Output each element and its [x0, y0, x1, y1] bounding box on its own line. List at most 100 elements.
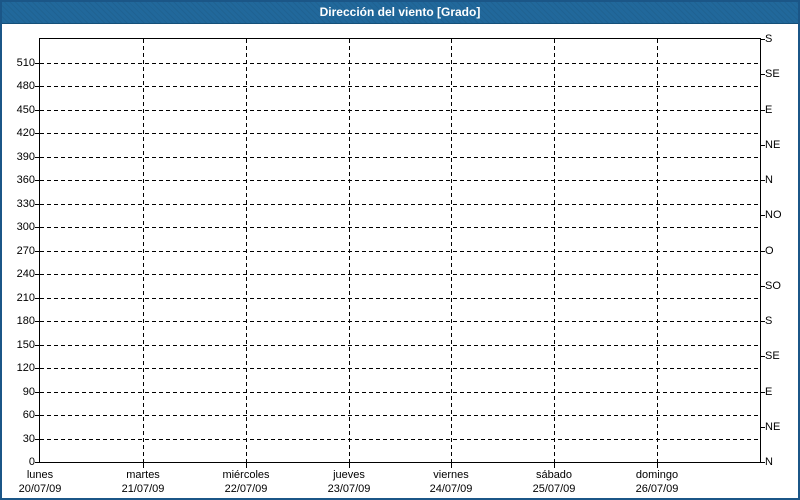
y-axis-tick-left [35, 109, 40, 111]
y-axis-tick-right [760, 462, 765, 463]
y-axis-label-left: 330 [16, 197, 35, 210]
h-gridline [40, 297, 760, 299]
y-axis-label-right: E [765, 103, 773, 116]
y-axis-label-left: 180 [16, 315, 35, 327]
x-axis-day-date: 24/07/09 [429, 483, 473, 495]
y-axis-tick-left [35, 297, 40, 299]
y-axis-label-right: NE [765, 420, 781, 433]
y-axis-tick-left [35, 391, 40, 393]
plot-area: 0 30 60 90 120 150 180 210 240 270 300 330 360 390 420… [17, 33, 782, 495]
x-axis-tick [657, 463, 658, 468]
y-axis-tick-left [35, 86, 40, 87]
x-axis-day-name: miércoles [222, 469, 270, 481]
y-axis-label-right: O [765, 244, 774, 257]
y-axis-tick-left [35, 227, 40, 228]
y-axis-tick-right [760, 215, 765, 217]
x-axis-day-label: viernes 24/07/09 [396, 468, 506, 496]
x-axis-day-name: viernes [433, 469, 469, 481]
y-axis-label-left: 390 [16, 150, 35, 163]
y-axis-label-left: 300 [16, 221, 35, 233]
h-gridline [40, 344, 760, 346]
h-gridline [40, 274, 760, 275]
h-gridline [40, 203, 760, 205]
v-gridline [657, 39, 658, 462]
y-axis-label-right: S [765, 315, 773, 327]
chart-title: Dirección del viento [Grado] [319, 5, 481, 19]
y-axis-tick-left [35, 462, 40, 463]
x-axis-day-label: lunes 20/07/09 [2, 468, 95, 496]
h-gridline [40, 109, 760, 111]
y-axis-tick-left [35, 415, 40, 416]
x-axis-day-name: lunes [26, 469, 54, 481]
h-gridline [40, 133, 760, 134]
h-gridline [40, 227, 760, 228]
x-axis-day-name: jueves [333, 469, 365, 481]
y-axis-label-right: S [765, 33, 773, 45]
v-gridline [246, 39, 247, 462]
y-axis-label-left: 510 [16, 56, 35, 69]
y-axis-tick-right [760, 39, 765, 40]
x-axis-day-label: martes 21/07/09 [88, 468, 198, 496]
x-axis-day-date: 21/07/09 [121, 483, 165, 495]
y-axis-tick-left [35, 344, 40, 346]
y-axis-label-right: SE [765, 68, 780, 81]
y-axis-tick-left [35, 321, 40, 322]
y-axis-label-left: 30 [22, 432, 35, 445]
y-axis-tick-left [35, 250, 40, 252]
y-axis-tick-right [760, 391, 765, 393]
v-gridline [554, 39, 555, 462]
y-axis-label-right: N [765, 456, 773, 468]
y-axis-label-right: NO [765, 209, 782, 222]
y-axis-label-left: 150 [16, 338, 35, 351]
h-gridline [40, 438, 760, 440]
h-gridline [40, 391, 760, 393]
y-axis-label-right: E [765, 385, 773, 398]
y-axis-label-left: 450 [16, 103, 35, 116]
x-axis-tick [349, 463, 350, 468]
x-axis-tick [451, 463, 452, 468]
y-axis-label-left: 0 [28, 456, 35, 468]
y-axis-label-left: 210 [16, 291, 35, 304]
y-axis-tick-left [35, 156, 40, 158]
h-gridline [40, 86, 760, 87]
y-axis-tick-left [35, 274, 40, 275]
y-axis-label-left: 240 [16, 268, 35, 280]
y-axis-tick-right [760, 321, 765, 322]
y-axis-label-left: 60 [22, 409, 35, 421]
y-axis-label-right: N [765, 174, 773, 186]
x-axis-tick [554, 463, 555, 468]
y-axis-label-left: 120 [16, 362, 35, 374]
x-axis-tick [143, 463, 144, 468]
h-gridline [40, 62, 760, 64]
x-axis-day-label: sábado 25/07/09 [499, 468, 609, 496]
y-axis-label-left: 270 [16, 244, 35, 257]
y-axis-tick-left [35, 203, 40, 205]
h-gridline [40, 156, 760, 158]
y-axis-tick-left [35, 438, 40, 440]
h-gridline [40, 321, 760, 322]
y-axis-tick-right [760, 109, 765, 111]
x-axis-day-name: sábado [535, 469, 573, 481]
x-axis-day-label: miércoles 22/07/09 [191, 468, 301, 496]
y-axis-label-left: 420 [16, 127, 35, 139]
y-axis-tick-right [760, 180, 765, 181]
x-axis-day-date: 23/07/09 [327, 483, 371, 495]
x-axis-tick [246, 463, 247, 468]
h-gridline [40, 368, 760, 369]
y-axis-tick-right [760, 250, 765, 252]
y-axis-label-right: SE [765, 350, 780, 363]
x-axis-day-date: 26/07/09 [635, 483, 679, 495]
y-axis-label-right: NE [765, 138, 781, 151]
v-gridline [451, 39, 452, 462]
title-bar: Dirección del viento [Grado] [2, 2, 798, 24]
v-gridline [349, 39, 350, 462]
x-axis-day-label: jueves 23/07/09 [294, 468, 404, 496]
y-axis-tick-left [35, 62, 40, 64]
y-axis-tick-right [760, 426, 765, 428]
x-axis-day-label: domingo 26/07/09 [602, 468, 712, 496]
y-axis-label-left: 90 [22, 385, 35, 398]
y-axis-label-left: 480 [16, 80, 35, 92]
h-gridline [40, 250, 760, 252]
x-axis-day-name: domingo [635, 469, 679, 481]
